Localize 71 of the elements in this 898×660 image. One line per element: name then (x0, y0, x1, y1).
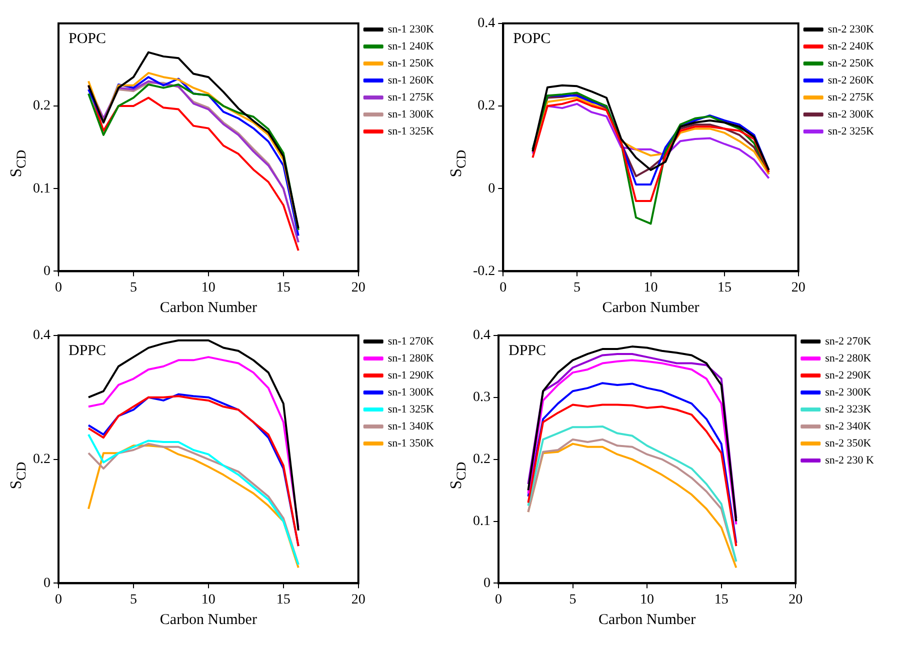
x-tick-label: 5 (130, 592, 137, 607)
legend-label: sn-2 250K (828, 56, 874, 69)
y-tick-label: 0.2 (33, 451, 50, 466)
y-tick-label: 0 (44, 575, 50, 590)
legend-label: sn-1 340K (388, 420, 434, 432)
y-tick-label: 0 (44, 263, 50, 278)
legend-label: sn-2 325K (828, 124, 874, 137)
x-tick-label: 10 (644, 280, 658, 295)
legend-label: sn-2 270K (825, 334, 872, 347)
x-tick-label: 20 (351, 592, 366, 607)
x-tick-label: 0 (55, 592, 62, 607)
y-tick-label: 0.3 (473, 390, 490, 405)
legend-label: sn-2 280K (825, 352, 872, 364)
legend-label: sn-2 230K (828, 22, 874, 35)
x-tick-label: 15 (718, 280, 732, 295)
legend-label: sn-2 230 K (825, 454, 874, 466)
legend-label: sn-1 230K (388, 22, 434, 35)
legend-label: sn-2 350K (825, 436, 872, 449)
y-tick-label: 0.1 (473, 513, 490, 528)
x-axis-title: Carbon Number (602, 299, 700, 316)
legend-label: sn-1 240K (388, 40, 434, 52)
x-tick-label: 15 (276, 592, 290, 607)
x-axis-title: Carbon Number (160, 611, 257, 628)
legend-label: sn-2 290K (825, 368, 872, 381)
x-tick-label: 15 (714, 592, 728, 607)
x-tick-label: 15 (276, 280, 290, 295)
legend-label: sn-1 260K (388, 74, 434, 86)
y-tick-label: 0.4 (33, 328, 50, 343)
legend-label: sn-1 325K (388, 402, 434, 415)
legend-label: sn-2 300K (825, 386, 872, 398)
legend-label: sn-1 300K (388, 108, 434, 120)
y-tick-label: 0 (484, 575, 490, 590)
x-tick-label: 0 (55, 280, 62, 295)
y-tick-label: 0 (488, 180, 496, 196)
x-tick-label: 20 (791, 280, 806, 295)
y-tick-label: 0.4 (478, 16, 496, 31)
legend-label: sn-2 260K (828, 74, 874, 86)
annotation: DPPC (508, 342, 546, 358)
legend-label: sn-2 275K (828, 90, 874, 103)
legend-label: sn-2 340K (825, 420, 872, 432)
legend-label: sn-2 300K (828, 108, 874, 120)
annotation: POPC (68, 30, 106, 46)
y-tick-label: 0.1 (33, 180, 50, 196)
legend-label: sn-1 300K (388, 386, 434, 398)
x-tick-label: 5 (569, 592, 576, 607)
y-tick-label: 0.2 (478, 98, 496, 114)
x-tick-label: 10 (201, 592, 216, 607)
x-tick-label: 10 (640, 592, 654, 607)
y-tick-label: 0.2 (473, 451, 490, 466)
x-tick-label: 10 (201, 280, 216, 295)
legend-label: sn-1 325K (388, 124, 434, 137)
annotation: DPPC (68, 342, 106, 358)
legend-label: sn-1 250K (388, 56, 434, 69)
y-tick-label: 0.4 (473, 328, 490, 343)
x-tick-label: 5 (573, 280, 580, 295)
legend-label: sn-1 270K (388, 334, 434, 347)
y-tick-label: 0.2 (33, 98, 50, 114)
legend-label: sn-2 240K (828, 40, 874, 52)
x-tick-label: 20 (788, 592, 803, 607)
legend-label: sn-2 323K (825, 402, 872, 415)
x-tick-label: 20 (351, 280, 366, 295)
y-tick-label: -0.2 (472, 263, 496, 278)
legend-label: sn-1 290K (388, 368, 434, 381)
x-axis-title: Carbon Number (598, 611, 696, 628)
x-tick-label: 0 (500, 280, 507, 295)
x-tick-label: 5 (130, 280, 137, 295)
legend-label: sn-1 350K (388, 436, 434, 449)
legend-label: sn-1 280K (388, 352, 434, 364)
x-axis-title: Carbon Number (160, 299, 257, 316)
annotation: POPC (513, 30, 551, 46)
legend-label: sn-1 275K (388, 90, 434, 103)
